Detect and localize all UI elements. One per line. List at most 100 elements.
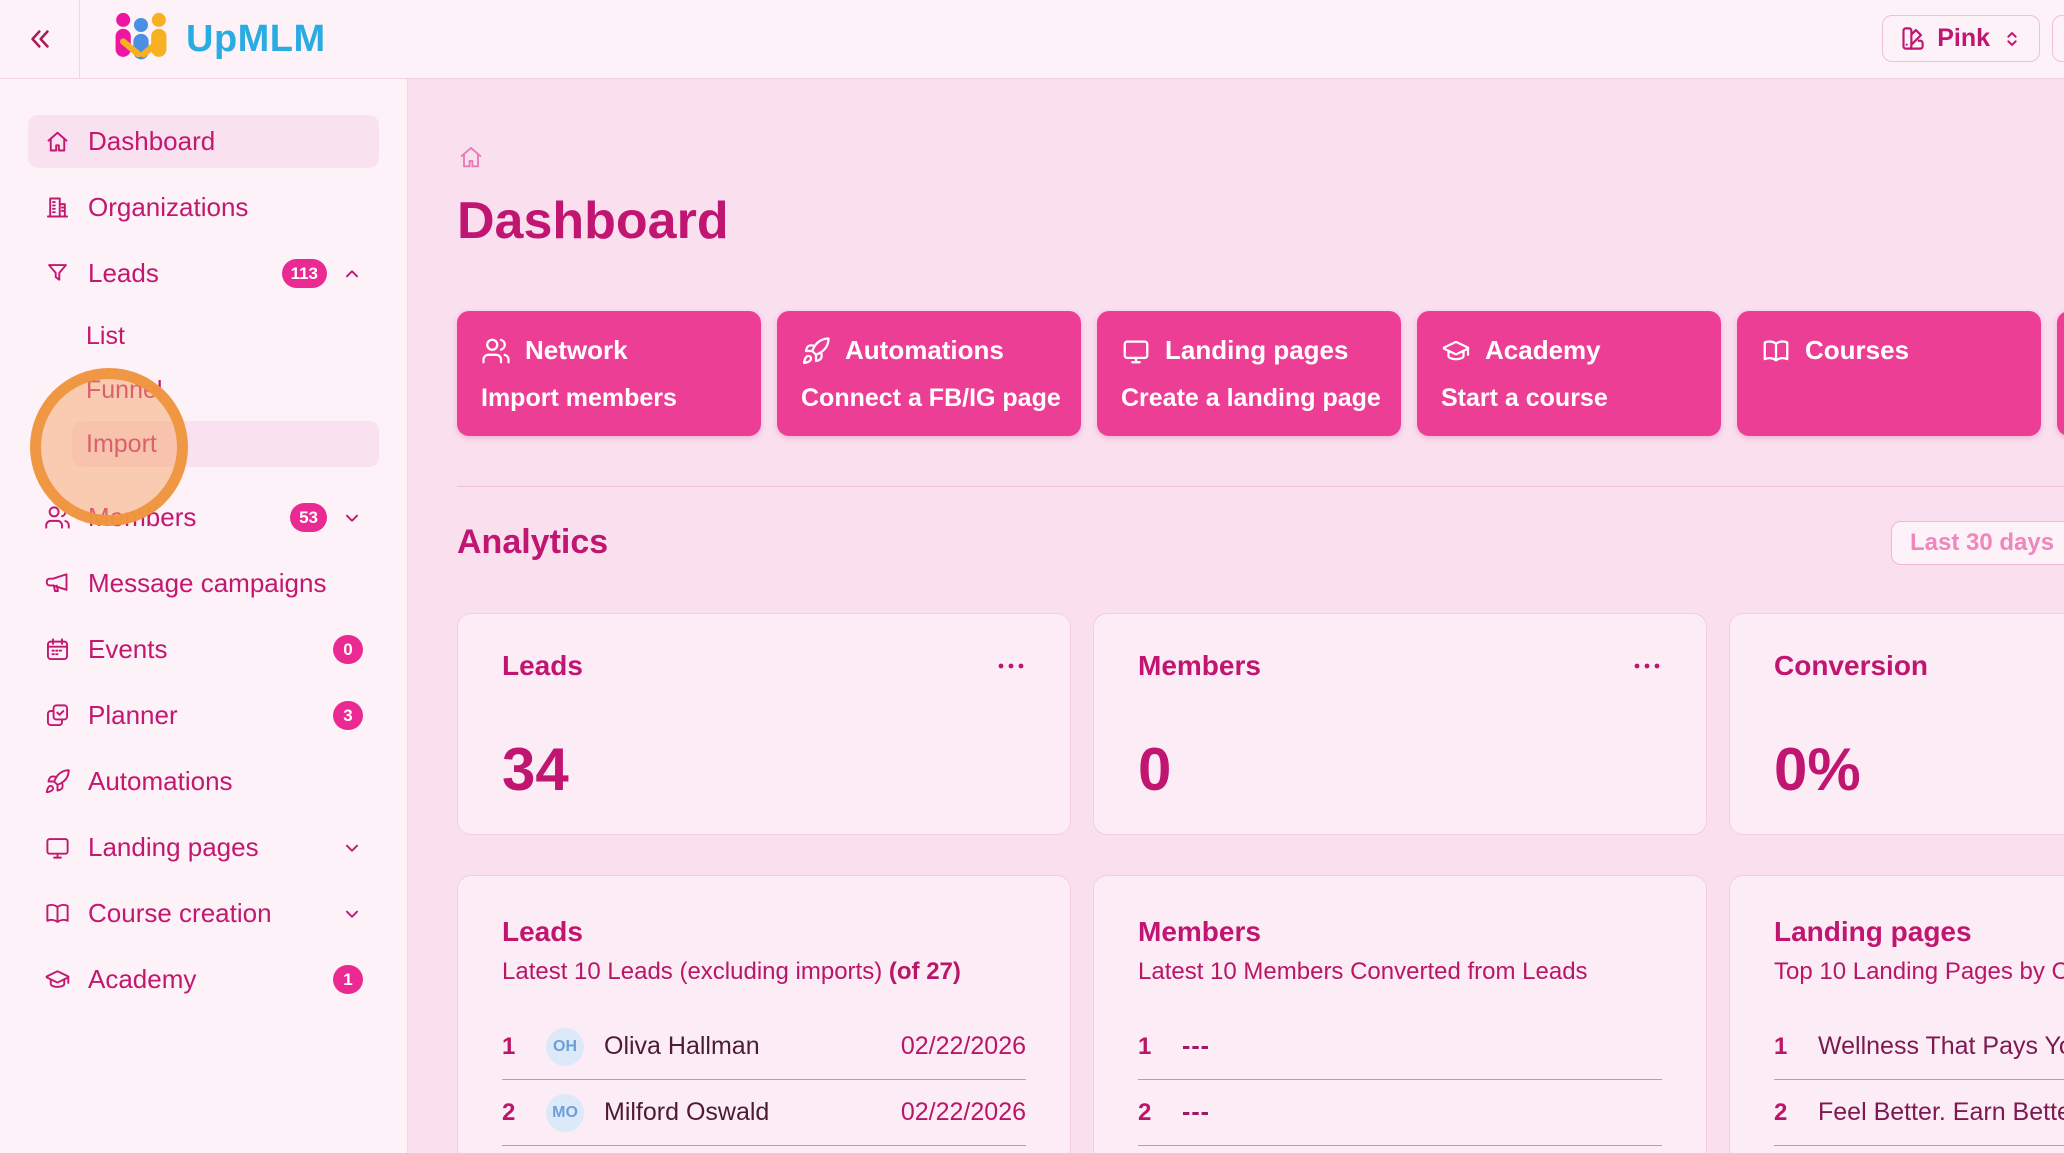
- quick-action-landing-pages[interactable]: Landing pages Create a landing page: [1097, 311, 1401, 436]
- quick-action-courses[interactable]: Courses: [1737, 311, 2041, 436]
- quick-action-subtitle: Import members: [481, 384, 677, 412]
- sidebar-subitem-list[interactable]: List: [72, 313, 379, 359]
- quick-action-automations[interactable]: Automations Connect a FB/IG page: [777, 311, 1081, 436]
- sidebar-item-planner[interactable]: Planner 3: [28, 689, 379, 742]
- lead-date: 02/22/2026: [900, 1032, 1026, 1060]
- sidebar-item-organizations[interactable]: Organizations: [28, 181, 379, 234]
- sidebar-subitem-import[interactable]: Import: [72, 421, 379, 467]
- sidebar-item-automations[interactable]: Automations: [28, 755, 379, 808]
- member-row: 2 ---: [1138, 1080, 1662, 1146]
- row-number: 1: [1138, 1032, 1152, 1060]
- home-icon: [44, 128, 71, 155]
- list-subtitle: Top 10 Landing Pages by Convers: [1774, 958, 2064, 985]
- rocket-icon: [44, 768, 71, 795]
- landing-page-row[interactable]: 1 Wellness That Pays You Back: [1774, 1014, 2064, 1080]
- quick-action-academy[interactable]: Academy Start a course: [1417, 311, 1721, 436]
- chevron-down-icon[interactable]: [341, 837, 363, 859]
- sidebar-item-label: Automations: [88, 766, 233, 796]
- section-divider: [457, 486, 2064, 487]
- funnel-icon: [44, 260, 71, 287]
- main-content: Dashboard Network Import members Automat…: [409, 79, 2064, 1153]
- stat-card-leads: Leads 34: [457, 613, 1071, 835]
- quick-action-network[interactable]: Network Import members: [457, 311, 761, 436]
- sidebar-item-label: Message campaigns: [88, 568, 327, 598]
- chevrons-left-icon: [25, 24, 55, 54]
- chevron-down-icon[interactable]: [341, 903, 363, 925]
- quick-action-title: Automations: [845, 335, 1004, 365]
- monitor-icon: [44, 834, 71, 861]
- member-row: 1 ---: [1138, 1014, 1662, 1080]
- row-number: 2: [502, 1098, 516, 1126]
- app-logo[interactable]: UpMLM: [110, 11, 326, 67]
- clipboard-check-icon: [44, 702, 71, 729]
- building-icon: [44, 194, 71, 221]
- academy-count-badge: 1: [333, 965, 363, 994]
- sidebar-item-academy[interactable]: Academy 1: [28, 953, 379, 1006]
- landing-page-name: Feel Better. Earn Better.: [1818, 1098, 2064, 1126]
- quick-action-title: Academy: [1485, 335, 1601, 365]
- leads-count-badge: 113: [281, 259, 327, 288]
- lead-name: Milford Oswald: [604, 1098, 770, 1126]
- quick-action-title: Courses: [1805, 335, 1910, 365]
- stat-title: Conversion: [1774, 650, 1929, 681]
- quick-action-title: Landing pages: [1165, 335, 1349, 365]
- sidebar-item-label: Members: [88, 502, 197, 532]
- sidebar-item-landing-pages[interactable]: Landing pages: [28, 821, 379, 874]
- sidebar-item-label: Organizations: [88, 192, 249, 222]
- sidebar-item-label: Leads: [88, 258, 159, 288]
- upmlm-logo-icon: [110, 11, 172, 67]
- list-subtitle: Latest 10 Leads (excluding imports) (of …: [502, 958, 961, 985]
- sidebar-item-leads[interactable]: Leads 113: [28, 247, 379, 300]
- sidebar-subitem-funnel[interactable]: Funnel: [72, 367, 379, 413]
- analytics-heading: Analytics: [457, 523, 609, 561]
- lead-name: Oliva Hallman: [604, 1032, 760, 1060]
- sidebar-item-events[interactable]: Events 0: [28, 623, 379, 676]
- avatar: MO: [546, 1093, 584, 1132]
- sidebar-item-label: Landing pages: [88, 832, 259, 862]
- sidebar-item-message-campaigns[interactable]: Message campaigns: [28, 557, 379, 610]
- sidebar-item-label: Planner: [88, 700, 178, 730]
- planner-count-badge: 3: [333, 701, 363, 730]
- chevron-down-icon[interactable]: [341, 507, 363, 529]
- sidebar-item-dashboard[interactable]: Dashboard: [28, 115, 379, 168]
- sidebar-item-members[interactable]: Members 53: [28, 491, 379, 544]
- rocket-icon: [801, 336, 831, 366]
- monitor-icon: [1121, 336, 1151, 366]
- date-range-filter[interactable]: Last 30 days 01/2: [1891, 521, 2064, 565]
- sidebar-item-course-creation[interactable]: Course creation: [28, 887, 379, 940]
- book-open-icon: [1761, 336, 1791, 366]
- row-number: 1: [1774, 1032, 1788, 1060]
- sidebar-item-label: Academy: [88, 964, 197, 994]
- quick-action-title: Network: [525, 335, 628, 365]
- chevron-up-icon[interactable]: [341, 263, 363, 285]
- lead-row[interactable]: 1 OH Oliva Hallman 02/22/2026: [502, 1014, 1026, 1080]
- list-title: Members: [1138, 916, 1261, 947]
- row-number: 2: [1774, 1098, 1788, 1126]
- quick-action-subtitle: Start a course: [1441, 384, 1608, 412]
- graduation-cap-icon: [1441, 336, 1471, 366]
- stat-title: Members: [1138, 650, 1261, 681]
- leads-list-card: Leads Latest 10 Leads (excluding imports…: [457, 875, 1071, 1153]
- stat-value: 0: [1138, 736, 1172, 803]
- quick-action-subtitle: Create a landing page: [1121, 384, 1381, 412]
- megaphone-icon: [44, 570, 71, 597]
- stat-title: Leads: [502, 650, 583, 681]
- sidebar-subitem-label: Funnel: [86, 375, 163, 404]
- analytics-lists-row: Leads Latest 10 Leads (excluding imports…: [457, 875, 2064, 1153]
- header-extra-button[interactable]: [2052, 15, 2064, 62]
- sidebar-collapse-button[interactable]: [0, 0, 80, 78]
- theme-picker-button[interactable]: Pink: [1882, 15, 2040, 62]
- avatar: OH: [546, 1027, 584, 1066]
- landing-page-row[interactable]: 2 Feel Better. Earn Better.: [1774, 1080, 2064, 1146]
- ellipsis-menu-icon[interactable]: [1632, 661, 1662, 671]
- analytics-stats-row: Leads 34 Members 0 Conversion 0%: [457, 613, 2064, 835]
- book-open-icon: [44, 900, 71, 927]
- list-subtitle: Latest 10 Members Converted from Leads: [1138, 958, 1588, 985]
- members-count-badge: 53: [290, 503, 327, 532]
- quick-action-card-partial[interactable]: [2057, 311, 2064, 436]
- list-title: Leads: [502, 916, 583, 947]
- logo-text: UpMLM: [186, 17, 326, 60]
- lead-row[interactable]: 2 MO Milford Oswald 02/22/2026: [502, 1080, 1026, 1146]
- breadcrumb-home-icon[interactable]: [457, 143, 2064, 171]
- ellipsis-menu-icon[interactable]: [996, 661, 1026, 671]
